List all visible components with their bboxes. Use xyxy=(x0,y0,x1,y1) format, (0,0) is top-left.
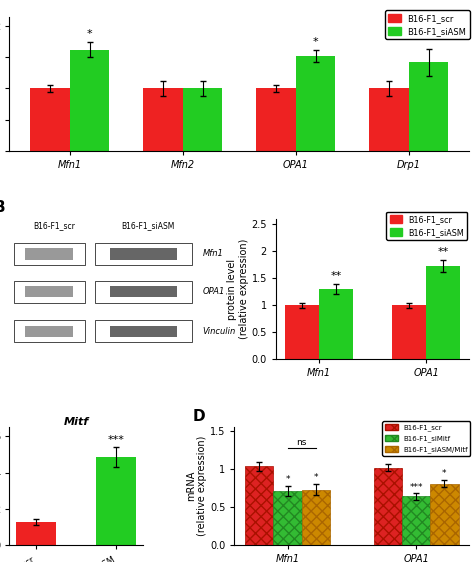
Bar xyxy=(48,325,73,337)
Bar xyxy=(25,286,50,297)
Bar xyxy=(143,88,183,151)
Text: *: * xyxy=(285,475,290,484)
Bar xyxy=(273,491,302,545)
Bar xyxy=(14,280,84,303)
Title: Mitf: Mitf xyxy=(64,416,89,427)
Bar xyxy=(392,305,426,359)
Text: ***: *** xyxy=(410,483,423,492)
Bar xyxy=(16,522,56,545)
Text: ***: *** xyxy=(108,434,125,445)
Bar xyxy=(25,248,50,260)
Bar xyxy=(95,243,192,265)
Bar xyxy=(369,88,409,151)
Bar xyxy=(110,248,144,260)
Bar xyxy=(285,305,319,359)
Bar xyxy=(96,457,137,545)
Text: ns: ns xyxy=(425,438,436,447)
Text: **: ** xyxy=(330,271,342,281)
Text: *: * xyxy=(313,37,319,47)
Bar xyxy=(48,248,73,260)
Bar xyxy=(256,88,296,151)
Bar xyxy=(143,286,177,297)
Legend: B16-F1_scr, B16-F1_siMitf, B16-F1_siASM/Mitf: B16-F1_scr, B16-F1_siMitf, B16-F1_siASM/… xyxy=(382,422,471,456)
Legend: B16-F1_scr, B16-F1_siASM: B16-F1_scr, B16-F1_siASM xyxy=(385,10,470,39)
Text: D: D xyxy=(192,410,205,424)
Text: *: * xyxy=(314,473,318,482)
Y-axis label: protein level
(relative expression): protein level (relative expression) xyxy=(227,239,248,339)
Bar xyxy=(95,320,192,342)
Bar xyxy=(143,325,177,337)
Bar xyxy=(30,88,70,151)
Bar xyxy=(48,286,73,297)
Bar xyxy=(183,88,222,151)
Bar xyxy=(426,266,460,359)
Bar xyxy=(14,320,84,342)
Bar xyxy=(110,286,144,297)
Text: B16-F1_scr: B16-F1_scr xyxy=(33,221,75,230)
Bar xyxy=(296,56,336,151)
Bar xyxy=(110,325,144,337)
Bar xyxy=(430,483,458,545)
Bar xyxy=(302,490,330,545)
Text: Vinculin: Vinculin xyxy=(202,327,236,336)
Text: *: * xyxy=(87,29,92,39)
Bar xyxy=(143,248,177,260)
Bar xyxy=(14,243,84,265)
Text: ns: ns xyxy=(297,438,307,447)
Bar xyxy=(25,325,50,337)
Text: **: ** xyxy=(438,247,449,257)
Text: B16-F1_siASM: B16-F1_siASM xyxy=(121,221,174,230)
Bar xyxy=(70,50,109,151)
Legend: B16-F1_scr, B16-F1_siASM: B16-F1_scr, B16-F1_siASM xyxy=(386,211,467,240)
Text: Mfn1: Mfn1 xyxy=(202,250,223,259)
Text: *: * xyxy=(442,469,447,478)
Text: B: B xyxy=(0,200,5,215)
Text: OPA1: OPA1 xyxy=(202,287,225,296)
Bar xyxy=(95,280,192,303)
Bar xyxy=(374,468,402,545)
Y-axis label: mRNA
(relative expression): mRNA (relative expression) xyxy=(186,436,207,536)
Bar xyxy=(409,62,448,151)
Bar xyxy=(245,466,273,545)
Bar xyxy=(402,496,430,545)
Bar xyxy=(319,289,353,359)
